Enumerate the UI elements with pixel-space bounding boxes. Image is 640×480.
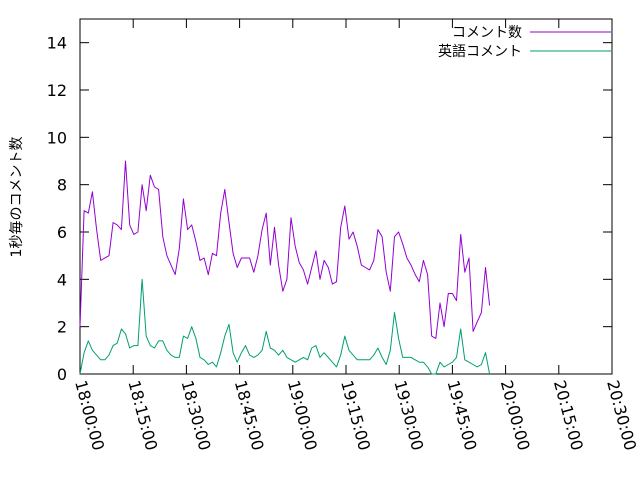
y-tick-label: 10 — [47, 128, 67, 147]
x-tick-label: 18:15:00 — [124, 378, 161, 452]
series-line-1 — [79, 160, 491, 339]
y-tick-label: 6 — [57, 223, 67, 242]
x-tick-label: 18:30:00 — [178, 378, 215, 452]
x-tick-label: 19:30:00 — [390, 378, 427, 452]
x-tick-label: 20:00:00 — [497, 378, 534, 452]
y-tick-label: 2 — [57, 318, 67, 337]
legend: コメント数 英語コメント — [438, 25, 611, 60]
plot-frame — [79, 18, 613, 375]
y-axis-label: 1秒毎のコメント数 — [9, 137, 25, 258]
x-tick-label: 18:45:00 — [231, 378, 268, 452]
x-tick-label: 19:45:00 — [444, 378, 481, 452]
y-tick-label: 8 — [57, 176, 67, 195]
x-tick-label: 18:00:00 — [71, 378, 108, 452]
x-tick-label: 19:15:00 — [337, 378, 374, 452]
series-line-2 — [79, 278, 491, 375]
x-tick-label: 20:30:00 — [603, 378, 640, 452]
x-tick-label: 19:00:00 — [284, 378, 321, 452]
x-axis-ticks: 18:00:00 18:15:00 18:30:00 18:45:00 19:00:00… — [71, 19, 640, 452]
legend-label-series-1: コメント数 — [452, 25, 522, 41]
series-layer — [79, 160, 491, 375]
y-tick-label: 12 — [47, 81, 67, 100]
legend-label-series-2: 英語コメント — [438, 43, 522, 60]
y-tick-label: 14 — [47, 34, 67, 53]
x-tick-label: 20:15:00 — [550, 378, 587, 452]
y-tick-label: 4 — [57, 270, 67, 289]
y-tick-label: 0 — [57, 365, 67, 384]
y-axis-ticks: 0 2 4 6 8 10 12 14 — [47, 34, 612, 384]
